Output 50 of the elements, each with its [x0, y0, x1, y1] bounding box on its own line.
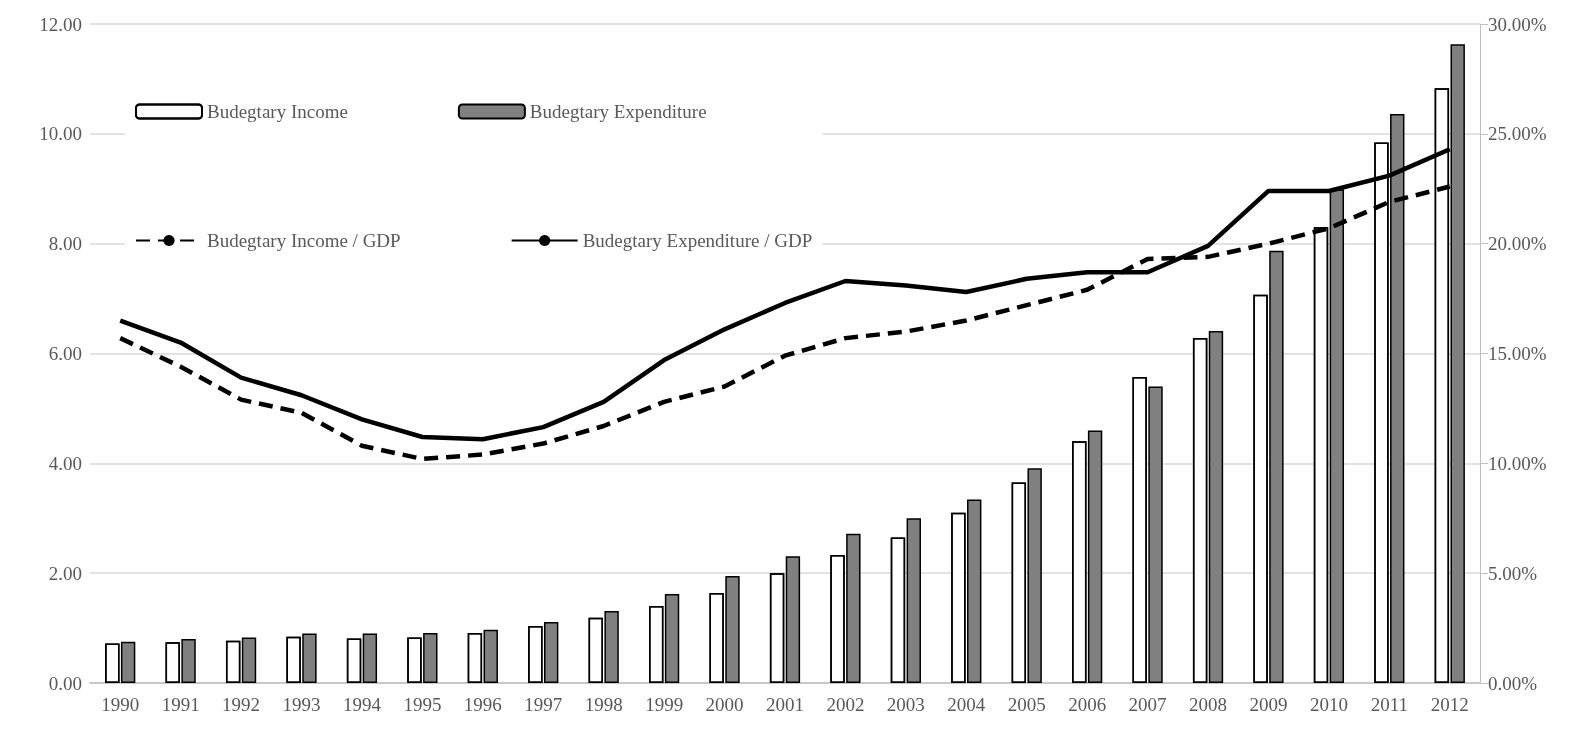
x-tick-label: 2009	[1249, 694, 1288, 715]
y2-tick-label: 0.00%	[1488, 672, 1538, 694]
x-tick-label: 2007	[1128, 694, 1167, 715]
y-tick-label: 8.00	[48, 233, 82, 255]
legend-label: Budegtary Income	[207, 101, 348, 122]
x-tick-label: 1996	[463, 694, 502, 715]
x-tick-label: 1993	[282, 694, 321, 715]
x-tick-label: 1999	[645, 694, 684, 715]
x-tick-label: 2003	[886, 694, 925, 715]
y2-tick-label: 5.00%	[1488, 562, 1538, 584]
y-tick-label: 10.00	[39, 123, 82, 145]
x-tick-label: 2005	[1007, 694, 1046, 715]
y-tick-label: 6.00	[48, 343, 82, 364]
bar	[241, 637, 257, 683]
y-tick-label: 4.00	[48, 452, 82, 474]
y-tick-label: 12.00	[39, 13, 82, 35]
x-tick-label: 1992	[222, 694, 261, 715]
bar	[664, 594, 680, 683]
x-tick-label: 2000	[705, 694, 744, 715]
y2-tick-label: 15.00%	[1488, 343, 1547, 364]
x-tick-label: 2010	[1309, 694, 1348, 715]
y2-tick-label: 25.00%	[1488, 123, 1547, 145]
y2-tick-label: 30.00%	[1488, 13, 1547, 35]
bar	[1208, 330, 1224, 683]
y-tick-label: 0.00	[48, 672, 82, 694]
x-tick-label: 1990	[101, 694, 140, 715]
bar	[1087, 430, 1103, 683]
y2-tick-label: 20.00%	[1488, 233, 1547, 255]
bar	[906, 518, 921, 683]
x-tick-label: 1997	[524, 694, 563, 715]
x-tick-label: 1995	[403, 694, 442, 715]
bar	[362, 633, 378, 683]
x-tick-label: 2002	[826, 694, 865, 715]
x-tick-label: 1991	[161, 694, 200, 715]
legend-label: Budegtary Expenditure	[529, 101, 707, 122]
x-tick-label: 2006	[1068, 694, 1107, 715]
x-tick-label: 1998	[584, 694, 623, 715]
x-tick-label: 2001	[766, 694, 804, 715]
legend-label: Budegtary Income / GDP	[207, 230, 401, 251]
bar	[483, 629, 498, 683]
x-tick-label: 1994	[342, 694, 382, 715]
y2-tick-label: 10.00%	[1488, 452, 1547, 474]
x-tick-label: 2004	[947, 694, 986, 715]
bar	[120, 641, 136, 683]
legend-label: Budegtary Expenditure / GDP	[582, 230, 813, 251]
x-tick-label: 2012	[1430, 694, 1469, 715]
x-tick-label: 2011	[1370, 694, 1408, 715]
y-tick-label: 2.00	[48, 562, 82, 584]
x-tick-label: 2008	[1189, 694, 1228, 715]
bar	[785, 556, 801, 683]
